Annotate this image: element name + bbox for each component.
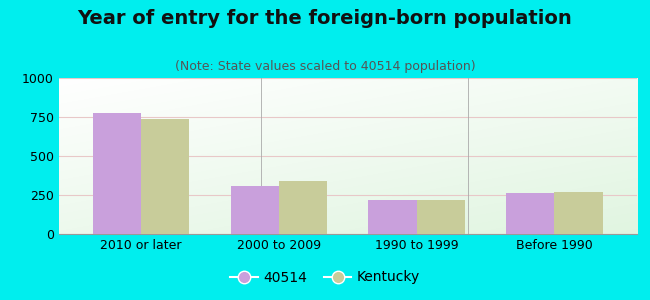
- Bar: [417, 200, 465, 234]
- Bar: [93, 113, 141, 234]
- Bar: [369, 200, 417, 234]
- Text: (Note: State values scaled to 40514 population): (Note: State values scaled to 40514 popu…: [175, 60, 475, 73]
- Legend: 40514, Kentucky: 40514, Kentucky: [224, 265, 426, 290]
- Bar: [279, 181, 327, 234]
- Bar: [554, 192, 603, 234]
- Bar: [506, 193, 554, 234]
- Text: Year of entry for the foreign-born population: Year of entry for the foreign-born popul…: [77, 9, 573, 28]
- Bar: [141, 119, 189, 234]
- Bar: [231, 186, 279, 234]
